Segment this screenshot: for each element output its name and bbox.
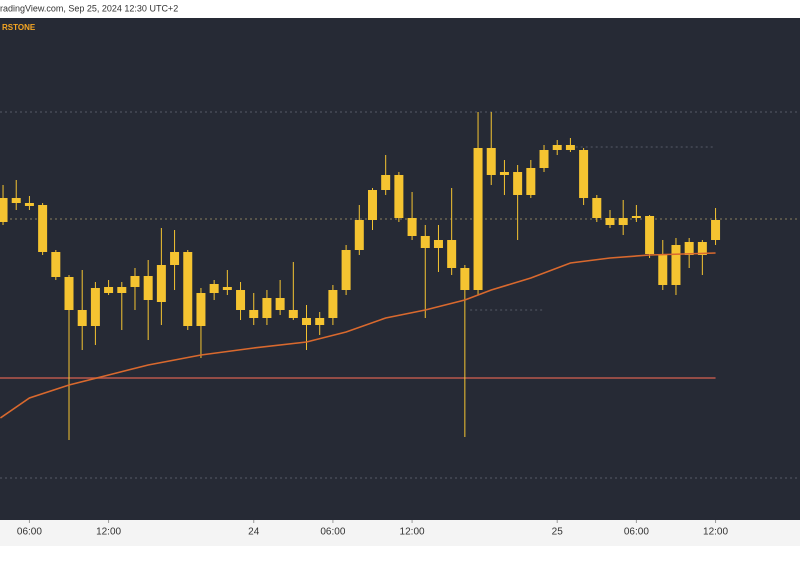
candle-body <box>592 198 602 218</box>
candle-body <box>499 172 509 175</box>
candle-body <box>486 148 496 175</box>
candle-body <box>209 284 219 293</box>
candle-body <box>684 242 694 255</box>
candle-body <box>170 252 180 265</box>
candle-body <box>367 190 377 220</box>
time-axis <box>0 520 800 546</box>
candle-body <box>262 298 272 318</box>
candle-body <box>104 287 114 293</box>
candle-body <box>236 290 246 310</box>
candle-body <box>38 205 48 252</box>
candle-body <box>658 254 668 285</box>
moving-average <box>0 252 716 419</box>
symbol: RSTONE <box>2 23 36 32</box>
candle-body <box>420 236 430 248</box>
candle-body <box>460 268 470 290</box>
candle-body <box>156 265 166 302</box>
candle-body <box>539 150 549 168</box>
candle-body <box>671 245 681 285</box>
x-tick-label: 12:00 <box>400 527 425 538</box>
x-tick-label: 06:00 <box>17 527 42 538</box>
candle-body <box>394 175 404 218</box>
candle-body <box>288 310 298 318</box>
candle-body <box>447 240 457 268</box>
candle-body <box>631 216 641 218</box>
x-tick-label: 06:00 <box>320 527 345 538</box>
candle-body <box>552 145 562 150</box>
candle-body <box>196 293 206 326</box>
candle-body <box>222 287 232 290</box>
candle-body <box>565 145 575 150</box>
candle-body <box>381 175 391 190</box>
x-tick-label: 12:00 <box>703 527 728 538</box>
candle-body <box>579 150 589 198</box>
candle-body <box>302 318 312 325</box>
candle-body <box>407 218 417 236</box>
candle-body <box>645 216 655 254</box>
candle-body <box>249 310 259 318</box>
candle-body <box>526 168 536 195</box>
candle-body <box>513 172 523 195</box>
candle-body <box>341 250 351 290</box>
candle-body <box>51 252 61 277</box>
x-tick-label: 06:00 <box>624 527 649 538</box>
candle-body <box>473 148 483 290</box>
candle-body <box>354 220 364 250</box>
candle-body <box>64 277 74 310</box>
candle-body <box>117 287 127 293</box>
candle-body <box>711 220 721 240</box>
x-tick-label: 24 <box>248 527 260 538</box>
candle-body <box>618 218 628 225</box>
candle-body <box>328 290 338 318</box>
candle-body <box>697 242 707 255</box>
candle-body <box>90 288 100 326</box>
candle-body <box>11 198 21 203</box>
candle-body <box>183 252 193 326</box>
header-bar <box>0 0 800 18</box>
x-tick-label: 25 <box>552 527 564 538</box>
candle-body <box>433 240 443 248</box>
candle-body <box>77 310 87 326</box>
candle-body <box>143 276 153 300</box>
candle-body <box>130 276 140 287</box>
candle-body <box>0 198 8 222</box>
candle-body <box>315 318 325 325</box>
candle-body <box>275 298 285 310</box>
x-tick-label: 12:00 <box>96 527 121 538</box>
candle-body <box>24 203 34 206</box>
candle-body <box>605 218 615 225</box>
source-text: radingView.com, Sep 25, 2024 12:30 UTC+2 <box>0 3 178 13</box>
